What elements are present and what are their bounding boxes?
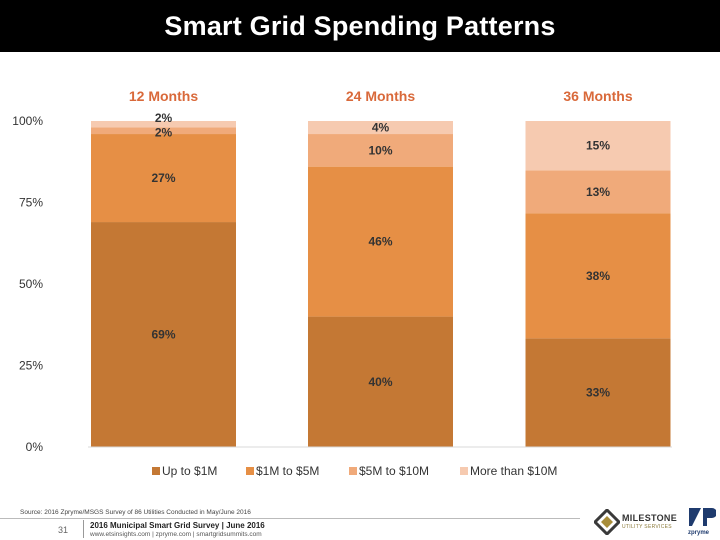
legend-label: Up to $1M xyxy=(162,464,217,478)
legend-swatch xyxy=(349,467,357,475)
footer-title: 2016 Municipal Smart Grid Survey | June … xyxy=(90,521,265,530)
footer-rule xyxy=(0,518,580,519)
footer-divider xyxy=(83,520,84,538)
legend-swatch xyxy=(460,467,468,475)
milestone-name: MILESTONE xyxy=(622,513,678,523)
title-bar: Smart Grid Spending Patterns xyxy=(0,0,720,52)
page-title: Smart Grid Spending Patterns xyxy=(164,10,556,41)
data-label: 27% xyxy=(151,171,175,185)
legend-label: More than $10M xyxy=(470,464,557,478)
category-label: 24 Months xyxy=(346,88,415,104)
footer-urls: www.etsinsights.com | zpryme.com | smart… xyxy=(90,531,262,538)
category-labels: 12 Months 24 Months 36 Months xyxy=(129,88,633,104)
zpryme-logo: zpryme xyxy=(688,506,718,538)
data-label: 2% xyxy=(155,111,173,125)
data-label: 46% xyxy=(368,235,392,249)
data-label: 4% xyxy=(372,121,390,135)
y-tick-label: 0% xyxy=(26,440,44,454)
data-label: 38% xyxy=(586,269,610,283)
legend: Up to $1M $1M to $5M $5M to $10M More than … xyxy=(152,464,557,478)
data-label: 2% xyxy=(155,126,173,140)
legend-swatch xyxy=(152,467,160,475)
data-label: 40% xyxy=(368,375,392,389)
data-label: 69% xyxy=(151,328,175,342)
category-label: 36 Months xyxy=(563,88,632,104)
milestone-diamond-icon xyxy=(594,509,620,535)
bar-segment xyxy=(308,166,453,317)
bar-segment xyxy=(525,170,671,214)
y-tick-label: 75% xyxy=(19,196,43,210)
category-label: 12 Months xyxy=(129,88,198,104)
y-tick-label: 25% xyxy=(19,359,43,373)
bar-segment xyxy=(91,134,236,223)
data-label: 13% xyxy=(586,185,610,199)
legend-swatch xyxy=(246,467,254,475)
bar-segment xyxy=(91,222,236,447)
bar-segment xyxy=(308,134,453,167)
bar-segment xyxy=(525,121,671,171)
bar-segment xyxy=(525,338,671,447)
data-label: 33% xyxy=(586,386,610,400)
segment-labels: 69% 27% 2%2% 40% 46% 10% 4% 33% 38% 13% 15% xyxy=(151,111,610,400)
stacked-bar-chart: 12 Months 24 Months 36 Months 0% 25% 50% 75% 1… xyxy=(12,88,672,478)
y-axis: 0% 25% 50% 75% 100% xyxy=(12,114,43,454)
legend-label: $5M to $10M xyxy=(359,464,429,478)
data-label: 10% xyxy=(368,143,392,157)
y-tick-label: 50% xyxy=(19,277,43,291)
zpryme-mark-icon xyxy=(689,508,716,526)
bar-segment xyxy=(525,213,671,339)
data-label: 15% xyxy=(586,139,610,153)
bar-segment xyxy=(308,316,453,447)
bar-segment xyxy=(91,127,236,135)
milestone-logo: MILESTONE UTILITY SERVICES xyxy=(594,508,686,536)
source-note: Source: 2016 Zpryme/MSGS Survey of 86 Ut… xyxy=(20,509,251,516)
y-tick-label: 100% xyxy=(12,114,43,128)
page-number: 31 xyxy=(58,525,69,535)
legend-label: $1M to $5M xyxy=(256,464,319,478)
zpryme-name: zpryme xyxy=(688,530,710,536)
bar-segment xyxy=(91,121,236,128)
milestone-subtitle: UTILITY SERVICES xyxy=(622,524,672,530)
bar-segment xyxy=(308,121,453,135)
bars xyxy=(88,121,672,448)
